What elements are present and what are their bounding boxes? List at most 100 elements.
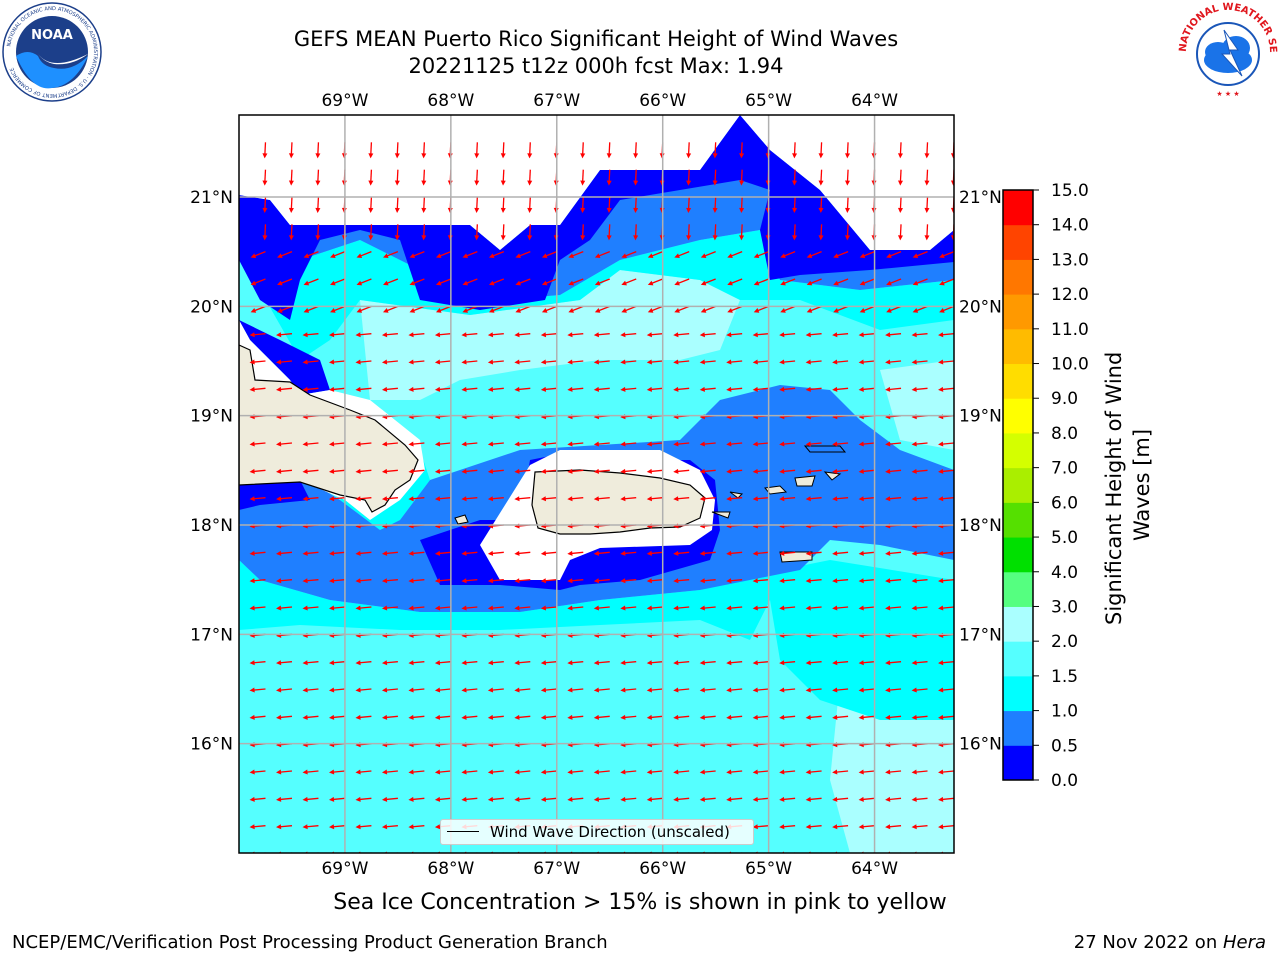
wave-direction-arrow	[517, 551, 531, 555]
wave-direction-arrow	[729, 305, 743, 312]
wave-direction-arrowhead	[276, 687, 282, 693]
wave-direction-arrow	[543, 579, 557, 582]
wave-direction-arrowhead	[779, 796, 785, 802]
wave-direction-arrow	[755, 387, 769, 391]
wave-direction-arrowhead	[779, 660, 785, 666]
wave-direction-arrowhead	[330, 308, 336, 313]
wave-direction-arrowhead	[752, 714, 758, 720]
wave-direction-arrowhead	[859, 308, 866, 313]
wave-direction-arrow	[782, 770, 796, 773]
wave-direction-arrow	[385, 278, 399, 285]
wave-direction-arrow	[623, 715, 637, 719]
wave-direction-arrowhead	[633, 235, 639, 241]
wave-direction-arrow	[861, 333, 875, 336]
sea-ice-note: Sea Ice Concentration > 15% is shown in …	[333, 890, 947, 915]
wave-direction-arrow	[411, 770, 425, 773]
wave-direction-arrow	[888, 579, 902, 582]
wave-direction-arrowhead	[381, 578, 388, 584]
wave-direction-arrow	[384, 333, 398, 336]
wave-direction-arrow	[490, 497, 504, 500]
wave-direction-arrow	[278, 360, 293, 363]
wave-direction-arrowhead	[462, 280, 469, 286]
wave-direction-arrowhead	[686, 207, 692, 213]
wave-direction-arrow	[359, 305, 372, 312]
wave-direction-arrowhead	[394, 235, 400, 241]
wave-direction-arrowhead	[381, 824, 388, 830]
wave-direction-arrow	[464, 333, 478, 336]
wave-direction-arrow	[835, 797, 849, 801]
wave-direction-arrow	[623, 688, 637, 691]
wave-direction-arrow	[940, 469, 954, 473]
wave-direction-arrow	[926, 142, 929, 156]
wave-direction-arrowhead	[673, 386, 679, 392]
wave-direction-arrowhead	[699, 714, 705, 720]
wave-direction-arrowhead	[276, 468, 282, 474]
wave-direction-arrowhead	[924, 207, 930, 213]
wave-direction-arrow	[252, 333, 266, 336]
wave-direction-arrowhead	[620, 332, 626, 338]
wave-direction-arrow	[940, 661, 954, 664]
wave-direction-arrow	[331, 661, 345, 664]
wave-direction-arrow	[331, 770, 345, 773]
mona-island	[454, 514, 469, 525]
wave-direction-arrow	[888, 469, 902, 473]
colorbar-tick-label: 7.0	[1051, 459, 1078, 479]
wave-direction-arrow	[252, 360, 266, 363]
wave-direction-arrow	[793, 224, 796, 238]
wave-direction-arrowhead	[355, 468, 361, 474]
wave-direction-arrow	[331, 825, 345, 828]
wave-direction-arrowhead	[461, 660, 467, 666]
wave-direction-arrowhead	[646, 441, 652, 447]
wave-direction-arrow	[914, 469, 928, 473]
wave-direction-arrow	[755, 688, 769, 691]
wave-direction-arrowhead	[302, 824, 308, 830]
wave-direction-arrow	[703, 278, 716, 285]
wave-direction-arrow	[782, 360, 796, 363]
wave-direction-arrowhead	[646, 796, 652, 802]
wave-direction-arrow	[570, 715, 584, 719]
wave-direction-arrow	[676, 333, 690, 336]
wave-direction-arrow	[702, 606, 716, 609]
wave-direction-arrowhead	[434, 824, 441, 830]
wave-direction-arrow	[543, 387, 557, 391]
wave-direction-arrowhead	[408, 796, 414, 802]
wave-direction-arrow	[914, 688, 928, 691]
wave-direction-arrow	[278, 469, 293, 473]
wave-direction-arrow	[888, 251, 902, 258]
wave-direction-arrowhead	[818, 235, 824, 241]
colorbar-swatch	[1003, 190, 1033, 226]
wave-direction-arrow	[465, 305, 478, 312]
wave-direction-arrow	[899, 169, 902, 183]
wave-direction-arrow	[940, 606, 954, 609]
wave-direction-arrowhead	[647, 280, 654, 286]
puerto-rico-land	[531, 469, 706, 535]
wave-direction-arrow	[597, 251, 610, 258]
wave-direction-arrow	[543, 661, 557, 664]
wave-height-band-0.0-0.5-hispaniola-south	[239, 480, 310, 510]
wave-direction-arrowhead	[514, 386, 520, 392]
wave-direction-arrowhead	[726, 441, 732, 447]
wave-direction-arrowhead	[805, 687, 811, 693]
wave-direction-arrow	[502, 142, 505, 156]
wave-direction-arrow	[687, 169, 690, 183]
colorbar-tick-label: 3.0	[1051, 597, 1078, 617]
wave-direction-arrow	[729, 333, 743, 336]
wave-direction-arrow	[384, 688, 398, 691]
wave-direction-arrow	[358, 770, 372, 773]
wave-direction-arrowhead	[621, 308, 627, 313]
wave-direction-arrowhead	[620, 578, 626, 584]
wave-direction-arrowhead	[647, 879, 652, 884]
wave-direction-arrowhead	[500, 235, 506, 241]
wave-direction-arrowhead	[606, 207, 612, 213]
wave-direction-arrow	[861, 551, 875, 555]
wave-direction-arrow	[437, 579, 451, 582]
wave-direction-arrowhead	[620, 468, 626, 474]
wave-direction-arrow	[252, 442, 266, 445]
wave-direction-arrow	[543, 770, 557, 773]
wave-direction-arrowhead	[726, 578, 732, 584]
wave-direction-arrow	[570, 387, 584, 391]
wave-direction-arrowhead	[938, 769, 944, 775]
wave-direction-arrowhead	[249, 468, 255, 474]
wave-direction-arrow	[808, 715, 822, 719]
wave-direction-arrowhead	[699, 441, 705, 447]
